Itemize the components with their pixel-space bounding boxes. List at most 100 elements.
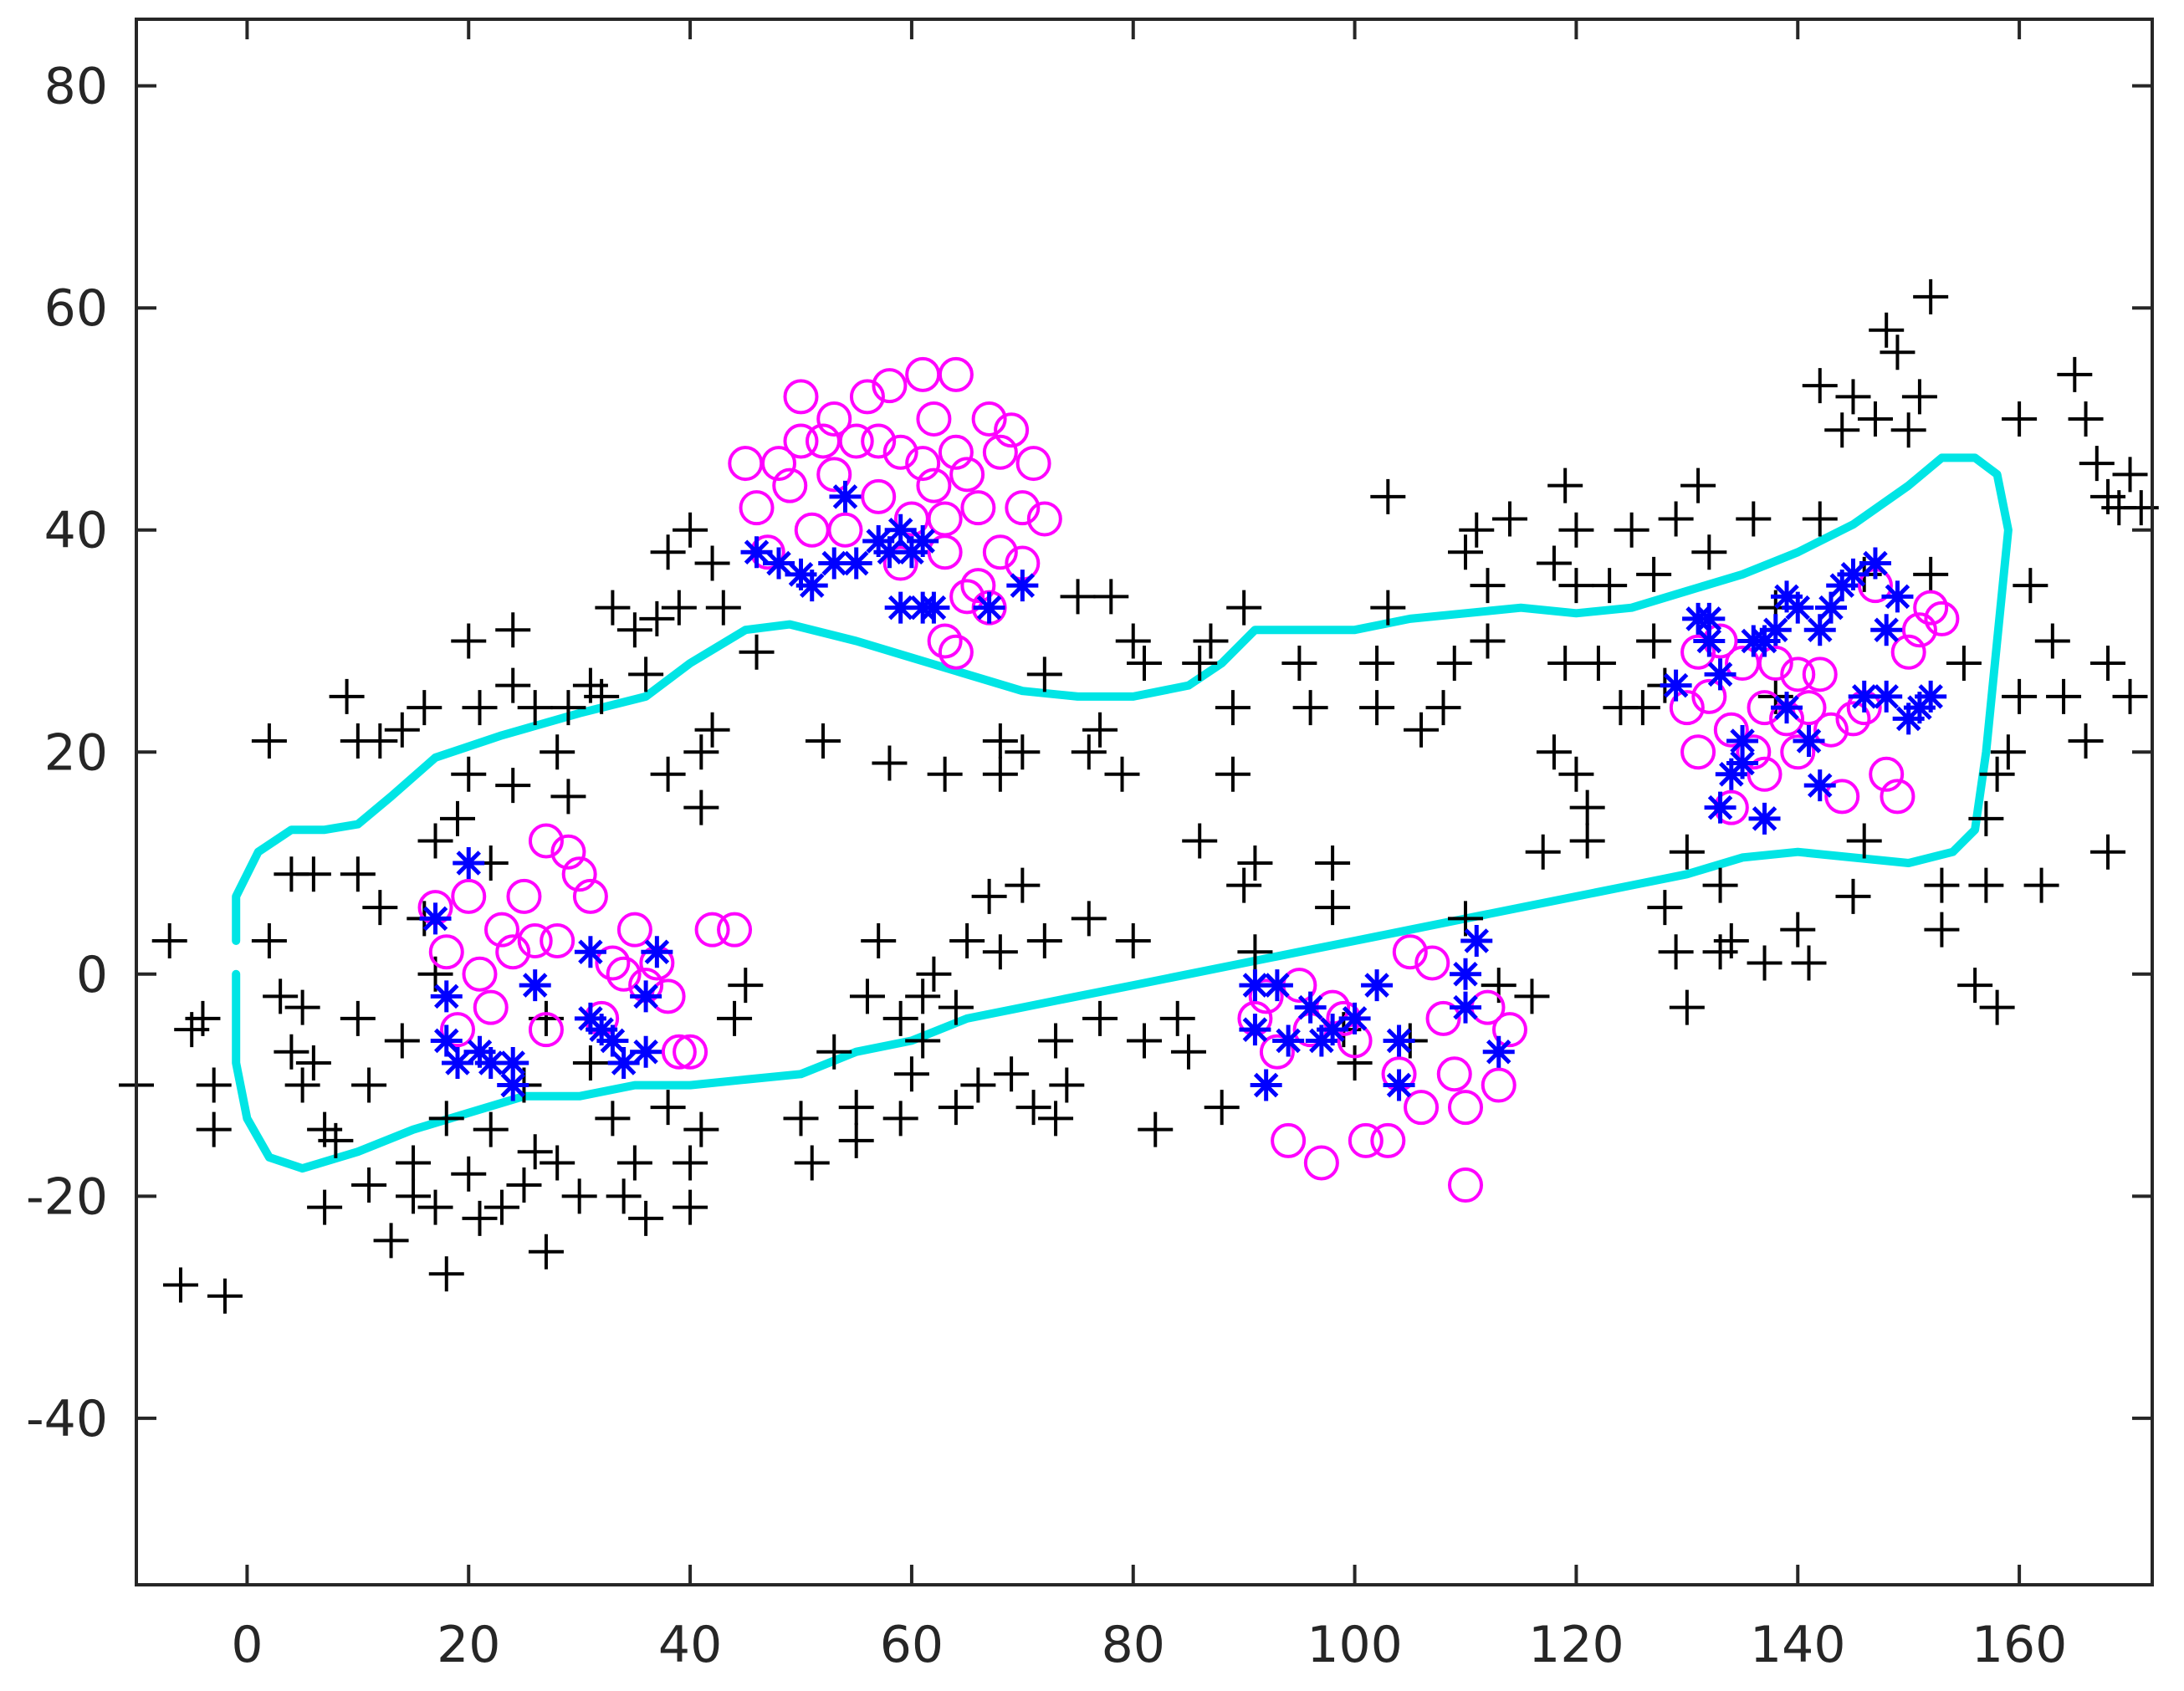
circle-marker — [849, 379, 885, 415]
plus-marker — [396, 1178, 432, 1214]
plus-marker — [462, 1200, 498, 1236]
plus-marker — [1580, 646, 1616, 682]
circle-marker — [1448, 1167, 1484, 1203]
plus-marker — [938, 1090, 974, 1126]
plus-marker — [2046, 678, 2082, 714]
plus-marker — [284, 989, 320, 1025]
star-marker — [586, 1014, 618, 1046]
plus-marker — [295, 856, 331, 892]
star-marker — [763, 547, 795, 580]
plus-marker — [1491, 501, 1527, 537]
circle-marker — [882, 434, 918, 470]
circle-marker — [882, 545, 918, 581]
star-marker — [497, 1047, 529, 1079]
plus-marker — [1890, 412, 1926, 448]
plus-marker — [1359, 690, 1395, 726]
plus-marker — [284, 1067, 320, 1103]
circle-marker — [1680, 634, 1716, 670]
plus-marker — [2002, 678, 2038, 714]
circle-marker — [916, 467, 952, 503]
plus-marker — [1802, 501, 1838, 537]
star-marker — [1250, 1069, 1282, 1101]
circle-marker — [506, 878, 542, 914]
circle-marker — [1414, 945, 1450, 981]
plus-marker — [2090, 646, 2126, 682]
circle-marker — [440, 1012, 476, 1048]
star-marker — [1748, 802, 1781, 835]
boundary-curve — [232, 453, 2013, 1173]
plus-marker — [628, 656, 664, 692]
plus-marker — [2090, 834, 2126, 870]
plus-marker — [1547, 467, 1583, 503]
plus-marker — [1691, 534, 1727, 570]
star-marker — [785, 558, 817, 590]
plus-marker — [2034, 623, 2070, 659]
plus-marker — [1226, 867, 1262, 903]
circle-marker — [1370, 1122, 1406, 1158]
plus-marker — [728, 968, 764, 1004]
plus-marker — [1979, 989, 2015, 1025]
star-marker — [463, 1035, 496, 1068]
star-marker — [918, 591, 950, 624]
y-tick-label: -40 — [26, 1390, 108, 1448]
star-marker — [1759, 614, 1792, 646]
plus-marker — [616, 612, 652, 648]
star-marker — [1693, 602, 1726, 635]
circle-marker — [938, 434, 974, 470]
y-tick-label: 20 — [44, 723, 108, 782]
circle-marker — [606, 956, 642, 992]
plus-marker — [1979, 756, 2015, 792]
plus-marker — [673, 1189, 708, 1225]
circle-marker — [1780, 656, 1816, 692]
circle-marker — [905, 446, 941, 482]
plus-marker — [1470, 623, 1506, 659]
star-marker — [1305, 1024, 1338, 1057]
circle-marker — [528, 823, 564, 859]
star-marker — [1771, 692, 1803, 724]
plus-marker — [838, 1090, 874, 1126]
plus-marker — [1182, 646, 1218, 682]
plus-marker — [1071, 901, 1107, 937]
circle-marker — [1491, 1012, 1527, 1048]
plus-marker — [1026, 656, 1062, 692]
star-marker — [1383, 1069, 1415, 1101]
star-marker — [1915, 680, 1947, 713]
plus-marker — [1547, 646, 1583, 682]
circle-marker — [451, 878, 487, 914]
star-marker — [607, 1047, 640, 1079]
plus-marker — [1436, 646, 1472, 682]
plus-marker — [1226, 590, 1262, 626]
tick-marks — [136, 19, 2152, 1585]
plus-marker — [307, 1189, 343, 1225]
plus-marker — [1127, 646, 1162, 682]
plus-marker — [1592, 568, 1628, 604]
plus-marker — [683, 734, 719, 770]
star-marker — [1338, 1002, 1371, 1035]
circle-marker — [550, 834, 586, 870]
star-marker — [1460, 924, 1493, 957]
plus-marker — [1558, 756, 1594, 792]
plus-marker — [1624, 690, 1660, 726]
series-star — [419, 480, 1947, 1101]
star-marker — [1726, 747, 1759, 779]
star-marker — [630, 1035, 662, 1068]
plus-marker — [540, 734, 575, 770]
plus-marker — [650, 534, 686, 570]
star-marker — [1848, 680, 1880, 713]
plus-marker — [1127, 1023, 1162, 1059]
plus-marker — [949, 922, 985, 958]
plus-marker — [561, 1178, 597, 1214]
circle-marker — [517, 922, 553, 958]
star-marker — [1239, 1014, 1271, 1046]
circle-marker — [838, 423, 874, 459]
plus-marker — [373, 1223, 409, 1259]
plus-marker — [1869, 312, 1905, 348]
star-marker — [497, 1069, 529, 1101]
star-marker — [596, 1024, 629, 1057]
star-marker — [1814, 591, 1847, 624]
plus-marker — [1159, 1000, 1195, 1036]
star-marker — [574, 1002, 606, 1035]
star-marker — [430, 1024, 463, 1057]
plus-marker — [1569, 789, 1605, 825]
plus-marker — [1005, 734, 1041, 770]
